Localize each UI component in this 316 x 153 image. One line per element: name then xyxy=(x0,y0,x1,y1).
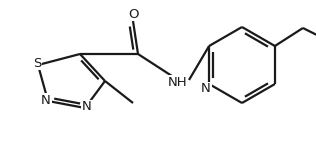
Text: NH: NH xyxy=(168,75,188,88)
Text: N: N xyxy=(201,82,211,95)
Text: N: N xyxy=(41,93,51,106)
Text: N: N xyxy=(82,101,92,114)
Text: O: O xyxy=(129,7,139,21)
Text: S: S xyxy=(33,56,41,69)
